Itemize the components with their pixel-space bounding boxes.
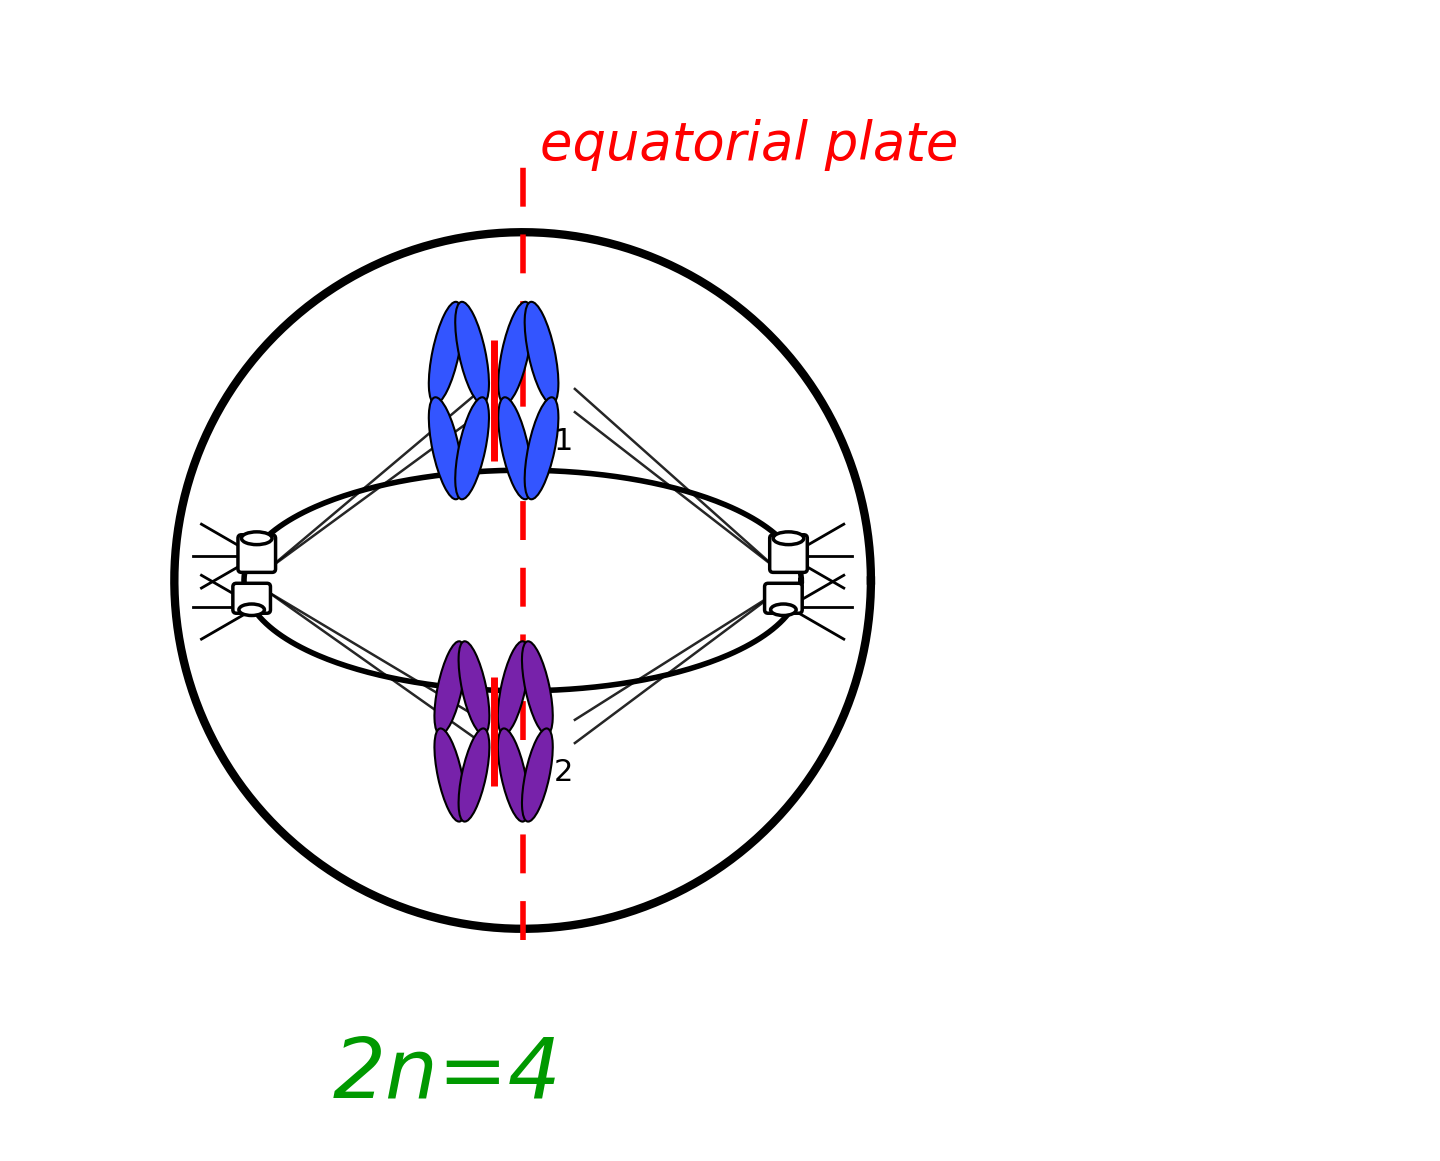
Ellipse shape — [458, 641, 490, 735]
Ellipse shape — [521, 728, 553, 822]
Ellipse shape — [458, 728, 490, 822]
Ellipse shape — [770, 604, 796, 615]
Ellipse shape — [429, 302, 462, 404]
Text: 1: 1 — [554, 427, 573, 455]
Ellipse shape — [773, 532, 804, 545]
Ellipse shape — [242, 532, 272, 545]
Ellipse shape — [429, 397, 462, 499]
Text: equatorial plate: equatorial plate — [540, 120, 959, 171]
Text: 2: 2 — [554, 758, 573, 786]
Text: 2n=4: 2n=4 — [333, 1033, 562, 1115]
Ellipse shape — [455, 302, 490, 404]
FancyBboxPatch shape — [765, 583, 802, 613]
Ellipse shape — [455, 397, 490, 499]
Ellipse shape — [498, 302, 531, 404]
Ellipse shape — [498, 397, 531, 499]
Ellipse shape — [524, 397, 559, 499]
Ellipse shape — [435, 728, 465, 822]
Ellipse shape — [498, 728, 528, 822]
FancyBboxPatch shape — [238, 535, 275, 572]
Ellipse shape — [498, 641, 528, 735]
FancyBboxPatch shape — [233, 583, 271, 613]
FancyBboxPatch shape — [770, 535, 808, 572]
Ellipse shape — [524, 302, 559, 404]
Ellipse shape — [239, 604, 265, 615]
Ellipse shape — [521, 641, 553, 735]
Ellipse shape — [435, 641, 465, 735]
